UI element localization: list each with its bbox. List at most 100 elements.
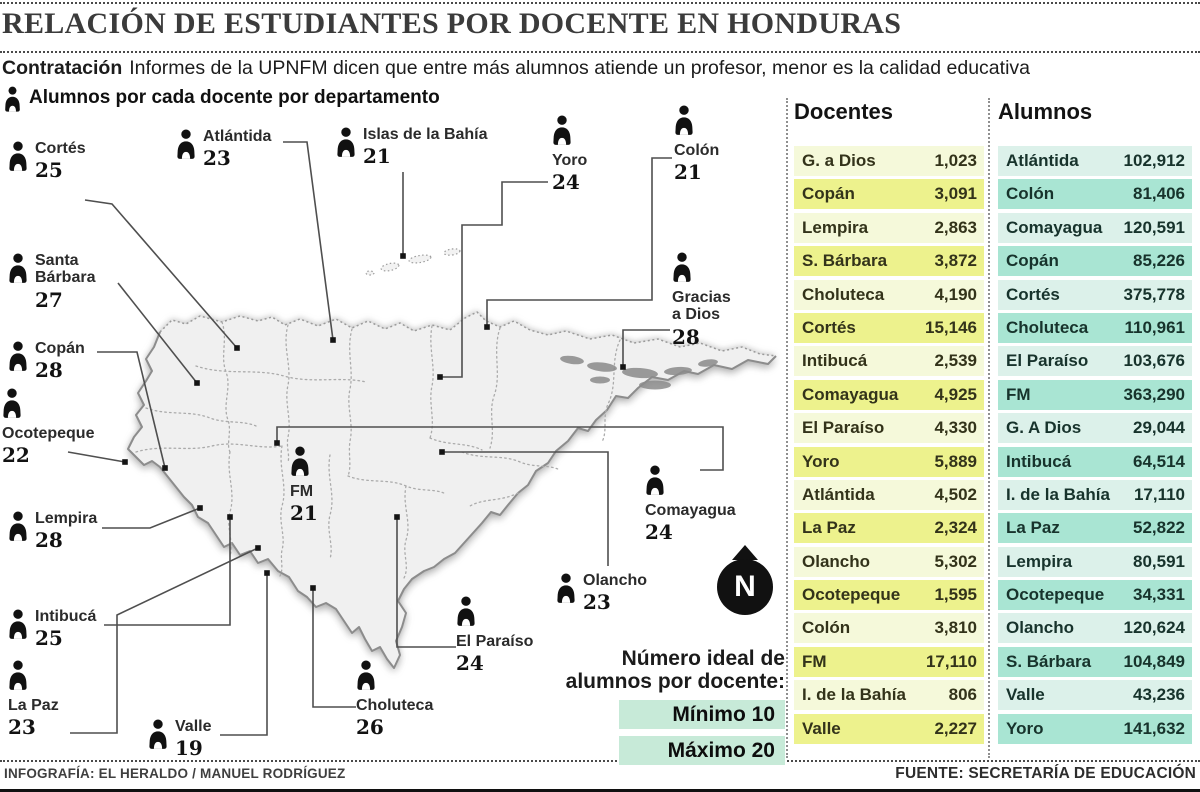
- row-label: Ocotepeque: [802, 585, 901, 605]
- ratio-value: 24: [645, 520, 673, 545]
- table-row: El Paraíso 103,676: [998, 346, 1192, 377]
- leader-line-el-paraiso: [396, 517, 456, 648]
- map-label-islas-de-la-bahia: Islas de la Bahía 21: [336, 126, 488, 166]
- leader-marker-colon: [484, 324, 490, 330]
- divider-map-docentes: [786, 98, 788, 758]
- department-name: Comayagua: [645, 502, 736, 519]
- ratio-value: 25: [35, 626, 63, 651]
- ratio-value: 23: [203, 146, 231, 171]
- map-section-title: Alumnos por cada docente por departament…: [29, 87, 440, 108]
- ratio-value: 28: [35, 528, 63, 553]
- ratio-value: 23: [8, 715, 36, 740]
- leader-lines: [67, 141, 724, 736]
- ratio-value: 27: [35, 287, 63, 312]
- department-name: FM: [290, 483, 314, 500]
- map-label-cortes: Cortés 25: [8, 140, 86, 180]
- person-icon: [456, 596, 533, 631]
- person-icon: [674, 105, 719, 140]
- ratio-value: 22: [2, 443, 30, 468]
- person-icon: [556, 573, 576, 608]
- leader-marker-lempira: [197, 505, 203, 511]
- department-name: Atlántida: [203, 128, 272, 145]
- department-name: Cortés: [35, 140, 86, 157]
- row-value: 5,302: [934, 551, 977, 571]
- compass-letter: N: [717, 559, 773, 615]
- person-icon: [2, 388, 94, 423]
- department-name: Ocotepeque: [2, 425, 95, 442]
- person-icon: [8, 660, 59, 695]
- row-label: Atlántida: [802, 484, 875, 504]
- legend-max: Máximo 20: [619, 736, 785, 766]
- map-label-yoro: Yoro 24: [552, 115, 587, 192]
- row-value: 34,331: [1133, 585, 1185, 605]
- row-label: Copán: [1006, 251, 1059, 271]
- row-value: 17,110: [1133, 484, 1185, 504]
- row-label: Comayagua: [1006, 217, 1103, 237]
- leader-marker-copan: [162, 465, 168, 471]
- coastal-lagoons: [560, 355, 718, 390]
- department-borders: [135, 321, 621, 579]
- table-row: I. de la Bahía 806: [794, 680, 984, 711]
- row-label: G. A Dios: [1006, 418, 1082, 438]
- table-row: Valle 2,227: [794, 713, 984, 744]
- table-row: Cortés 375,778: [998, 279, 1192, 310]
- map-label-atlantida: Atlántida 23: [176, 128, 271, 168]
- table-row: Atlántida 102,912: [998, 146, 1192, 176]
- leader-marker-choluteca: [310, 585, 316, 591]
- row-value: 102,912: [1123, 151, 1185, 170]
- docentes-title: Docentes: [794, 99, 894, 124]
- person-icon: [290, 446, 318, 481]
- leader-line-la-paz: [70, 547, 259, 734]
- leader-line-yoro: [440, 181, 548, 378]
- row-label: Colón: [802, 618, 851, 638]
- map-label-choluteca: Choluteca 26: [356, 660, 433, 737]
- table-row: Intibucá 2,539: [794, 346, 984, 377]
- row-value: 17,110: [925, 651, 977, 671]
- person-icon: [4, 86, 21, 118]
- department-name: Colón: [674, 142, 720, 159]
- leader-marker-el-paraiso: [394, 514, 400, 520]
- row-label: S. Bárbara: [1006, 651, 1092, 671]
- row-value: 120,591: [1123, 217, 1185, 237]
- table-row: I. de la Bahía 17,110: [998, 479, 1192, 510]
- compass-north: N: [716, 545, 774, 615]
- docentes-rows: G. a Dios 1,023 Copán 3,091 Lempira 2,863 S. B…: [794, 146, 984, 744]
- table-row: La Paz 52,822: [998, 513, 1192, 544]
- row-value: 4,330: [934, 418, 977, 438]
- leader-marker-yoro: [437, 374, 443, 380]
- table-row: S. Bárbara 104,849: [998, 646, 1192, 677]
- row-value: 85,226: [1133, 251, 1185, 271]
- row-label: El Paraíso: [1006, 351, 1089, 371]
- north-coastline: [159, 311, 777, 357]
- table-row: Olancho 5,302: [794, 546, 984, 577]
- row-label: La Paz: [802, 518, 856, 538]
- table-row: Comayagua 4,925: [794, 379, 984, 410]
- row-value: 1,023: [934, 151, 977, 170]
- department-name: Santa Bárbara: [35, 252, 96, 287]
- table-row: FM 363,290: [998, 379, 1192, 410]
- row-value: 363,290: [1123, 384, 1185, 404]
- table-row: Yoro 5,889: [794, 446, 984, 477]
- department-name: Lempira: [35, 510, 98, 527]
- row-value: 103,676: [1123, 351, 1185, 371]
- row-value: 4,925: [934, 384, 977, 404]
- footer-dotted-rule: [0, 760, 1200, 762]
- department-name: Choluteca: [356, 697, 434, 714]
- bay-islands: [365, 248, 461, 276]
- alumnos-title: Alumnos: [998, 99, 1093, 124]
- south-coastline: [127, 331, 777, 669]
- table-row: Yoro 141,632: [998, 713, 1192, 744]
- row-value: 3,872: [934, 251, 977, 271]
- title-dotted-rule: [0, 51, 1200, 53]
- table-row: Ocotepeque 34,331: [998, 580, 1192, 611]
- row-label: FM: [1006, 384, 1031, 404]
- row-value: 4,502: [934, 484, 977, 504]
- table-row: Valle 43,236: [998, 680, 1192, 711]
- leader-line-cortes: [84, 199, 238, 349]
- row-value: 141,632: [1123, 718, 1185, 738]
- ratio-value: 25: [35, 158, 63, 183]
- person-icon: [672, 252, 731, 287]
- row-value: 4,190: [934, 284, 977, 304]
- docentes-table: Docentes G. a Dios 1,023 Copán 3,091 Lempira…: [794, 100, 984, 747]
